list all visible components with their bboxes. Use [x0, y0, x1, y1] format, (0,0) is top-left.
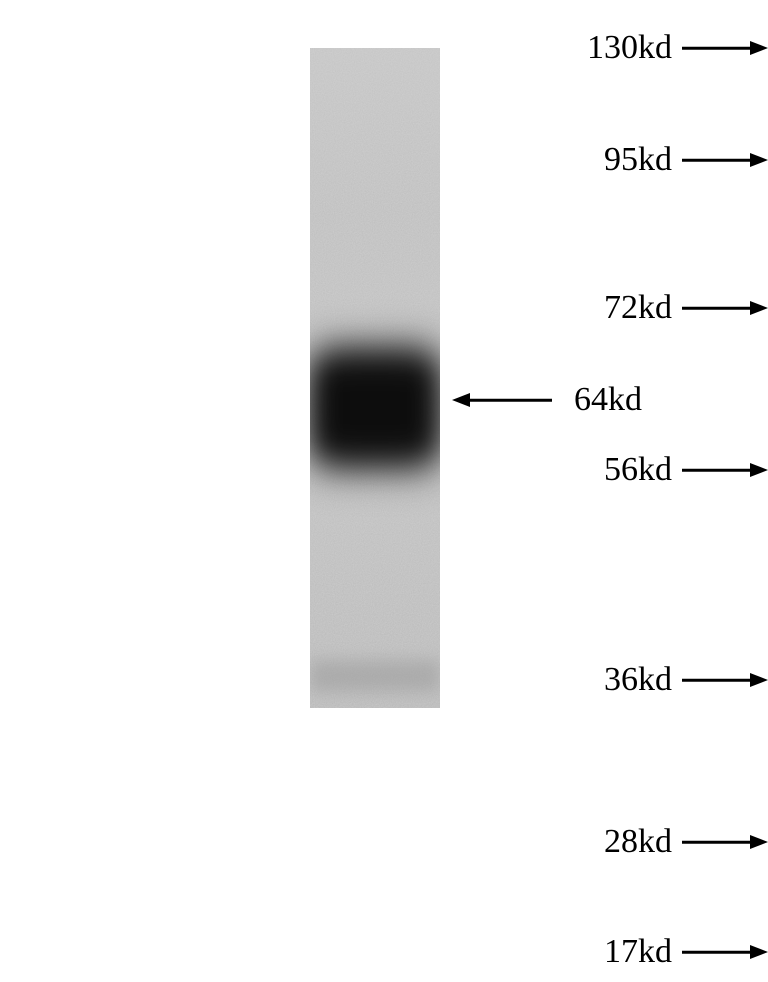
- ladder-label: 36kd: [604, 661, 672, 699]
- arrow-right-icon: [682, 463, 768, 477]
- ladder-marker: 130kd: [466, 26, 768, 70]
- ladder-marker: 17kd: [466, 930, 768, 974]
- detected-band-marker: 64kd: [452, 378, 642, 422]
- ladder-label: 72kd: [604, 289, 672, 327]
- detected-band-label: 64kd: [574, 381, 642, 419]
- arrow-right-icon: [682, 673, 768, 687]
- detected-protein-band: [310, 363, 440, 453]
- ladder-marker: 56kd: [466, 448, 768, 492]
- arrow-right-icon: [682, 301, 768, 315]
- ladder-marker: 72kd: [466, 286, 768, 330]
- ladder-label: 17kd: [604, 933, 672, 971]
- arrow-right-icon: [682, 153, 768, 167]
- arrow-left-icon: [452, 393, 552, 407]
- western-blot-figure: 130kd 95kd 72kd 56kd 36kd 28kd 17kd 64kd: [0, 0, 768, 982]
- ladder-marker: 28kd: [466, 820, 768, 864]
- ladder-label: 28kd: [604, 823, 672, 861]
- arrow-right-icon: [682, 945, 768, 959]
- arrow-right-icon: [682, 835, 768, 849]
- ladder-label: 56kd: [604, 451, 672, 489]
- faint-band: [310, 660, 440, 692]
- ladder-marker: 36kd: [466, 658, 768, 702]
- blot-lane: [310, 48, 440, 708]
- ladder-marker: 95kd: [466, 138, 768, 182]
- arrow-right-icon: [682, 41, 768, 55]
- ladder-label: 95kd: [604, 141, 672, 179]
- ladder-label: 130kd: [587, 29, 672, 67]
